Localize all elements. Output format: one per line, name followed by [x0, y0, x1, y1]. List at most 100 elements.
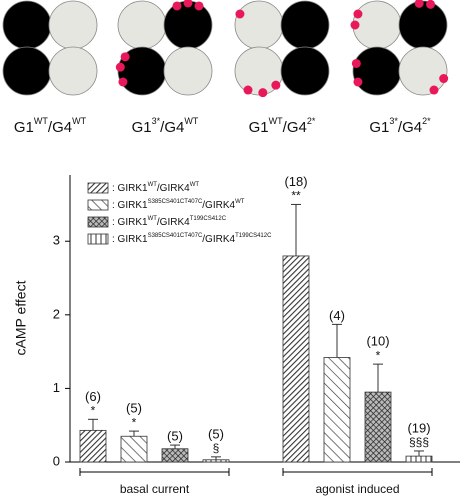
superscript: WT	[72, 116, 86, 126]
label-part: /G4	[398, 119, 422, 136]
significance-label: *	[91, 403, 96, 417]
superscript: WT	[34, 116, 48, 126]
subunit	[163, 46, 213, 96]
n-label: (18)	[284, 174, 307, 189]
significance-label: *	[376, 348, 381, 362]
subunit	[352, 0, 402, 50]
label: G1WT/G42*	[249, 116, 316, 136]
mutation-site	[353, 9, 363, 19]
label-part: : GIRK1	[112, 183, 148, 194]
subunit	[280, 46, 330, 96]
mutation-site	[235, 9, 245, 19]
superscript: S385CS401CT407C	[148, 233, 203, 239]
superscript: 2*	[307, 116, 316, 126]
legend-swatch	[87, 199, 109, 211]
bar	[79, 429, 107, 463]
mutation-site	[271, 80, 281, 90]
label: G1WT/G4WT	[14, 116, 87, 136]
n-label: (6)	[85, 389, 101, 404]
subunit	[2, 46, 52, 96]
mutation-site	[183, 0, 193, 8]
mutation-site	[118, 77, 128, 87]
bar	[364, 391, 392, 463]
superscript: 3*	[152, 116, 161, 126]
y-tick-label: 1	[53, 380, 60, 395]
significance-label: *	[132, 415, 137, 429]
legend-swatch	[87, 233, 109, 245]
subunit	[48, 46, 98, 96]
n-label: (5)	[208, 426, 224, 441]
label-part: /GIRK4	[202, 200, 235, 211]
n-label: (10)	[366, 334, 389, 349]
subunit	[398, 46, 448, 96]
label: : GIRK1WT/GIRK4T199CS412C	[112, 216, 227, 228]
category-label: basal current	[120, 482, 190, 496]
bar	[202, 459, 230, 463]
n-label: (5)	[126, 401, 142, 416]
superscript: WT	[148, 216, 158, 222]
subunit	[2, 0, 52, 50]
label-part: : GIRK1	[112, 217, 148, 228]
superscript: T199CS412C	[235, 233, 272, 239]
label-part: G1	[14, 119, 34, 136]
mutation-site	[439, 74, 449, 84]
label-part: /G4	[48, 119, 72, 136]
mutation-site	[353, 77, 363, 87]
label-part: /GIRK4	[157, 183, 190, 194]
mutation-site	[172, 1, 182, 11]
subunit	[163, 0, 213, 50]
n-label: (4)	[329, 308, 345, 323]
label-part: /GIRK4	[157, 217, 190, 228]
superscript: 2*	[422, 116, 431, 126]
legend-swatch	[87, 182, 109, 194]
label: : GIRK1S385CS401CT407C/GIRK4T199CS412C	[112, 233, 272, 245]
label: : GIRK1S385CS401CT407C/GIRK4WT	[112, 199, 245, 211]
superscript: 3*	[389, 116, 398, 126]
bar	[120, 435, 148, 463]
superscript: WT	[190, 182, 200, 188]
n-label: (5)	[167, 429, 183, 444]
label-part: : GIRK1	[112, 200, 148, 211]
label: G13*/G42*	[369, 116, 431, 136]
y-tick-label: 3	[53, 233, 60, 248]
mutation-site	[429, 85, 439, 95]
superscript: S385CS401CT407C	[148, 199, 203, 205]
bar	[323, 357, 351, 463]
subunit	[352, 46, 402, 96]
label-part: : GIRK1	[112, 234, 148, 245]
bar	[161, 448, 189, 463]
y-tick-label: 2	[53, 306, 60, 321]
label-part: G1	[369, 119, 389, 136]
mutation-site	[194, 1, 204, 11]
significance-label: **	[291, 189, 301, 203]
superscript: WT	[269, 116, 283, 126]
superscript: T199CS412C	[190, 216, 227, 222]
superscript: WT	[184, 116, 198, 126]
label-part: /GIRK4	[202, 234, 235, 245]
mutation-site	[351, 58, 361, 68]
mutation-site	[350, 20, 360, 30]
mutation-site	[426, 0, 436, 9]
bar	[282, 255, 310, 463]
subunit	[234, 0, 284, 50]
superscript: WT	[235, 199, 245, 205]
significance-label: §	[213, 441, 220, 455]
y-axis-label: cAMP effect	[13, 280, 29, 355]
mutation-site	[120, 52, 130, 62]
label-part: G1	[132, 119, 152, 136]
bar	[405, 455, 433, 463]
significance-label: §§§	[409, 435, 429, 449]
subunit	[398, 0, 448, 50]
diagrams	[2, 0, 449, 98]
legend-swatch	[87, 216, 109, 228]
subunit	[117, 0, 167, 50]
label: G13*/G4WT	[132, 116, 199, 136]
superscript: WT	[148, 182, 158, 188]
y-tick-label: 0	[53, 453, 60, 468]
mutation-site	[414, 0, 424, 8]
label-part: /G4	[160, 119, 184, 136]
mutation-site	[115, 62, 125, 72]
mutation-site	[243, 85, 253, 95]
label-part: G1	[249, 119, 269, 136]
